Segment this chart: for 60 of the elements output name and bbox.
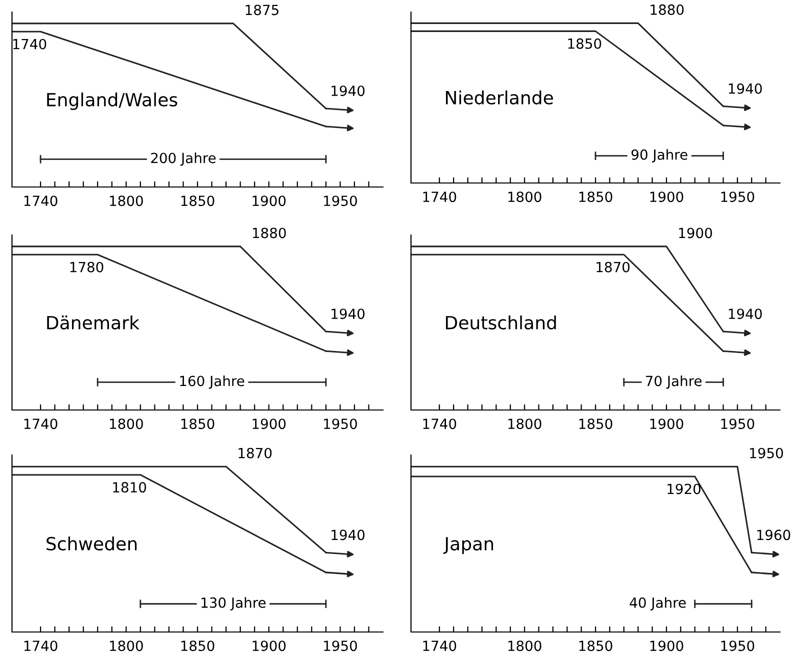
x-tick-label: 1850 bbox=[579, 192, 612, 202]
x-tick-label: 1850 bbox=[181, 640, 214, 652]
annotation: 1920 bbox=[668, 484, 700, 494]
x-tick-label: 1740 bbox=[24, 418, 58, 430]
x-tick-label: 1900 bbox=[650, 192, 684, 202]
x-tick-label: 1800 bbox=[110, 196, 143, 206]
annotation: 200 Jahre bbox=[151, 152, 216, 166]
x-tick-label: 1950 bbox=[324, 640, 357, 652]
x-tick-label: 1950 bbox=[324, 418, 357, 430]
text: England/Wales bbox=[47, 92, 178, 110]
x-tick-label: 1850 bbox=[579, 640, 612, 652]
x-tick-label: 1740 bbox=[423, 418, 456, 430]
x-tick-label: 1900 bbox=[650, 418, 684, 430]
x-tick-label: 1950 bbox=[721, 418, 754, 430]
x-tick-label: 1800 bbox=[508, 192, 542, 202]
annotation: 1940 bbox=[332, 308, 365, 320]
annotation: 1850 bbox=[568, 38, 602, 49]
annotation: 1880 bbox=[650, 4, 684, 15]
annotation: 1940 bbox=[332, 530, 365, 540]
text: Deutschland bbox=[446, 316, 556, 330]
annotation: 1740 bbox=[13, 38, 46, 50]
annotation: 1870 bbox=[238, 448, 272, 458]
x-tick-label: 1950 bbox=[721, 192, 754, 202]
x-tick-label: 1850 bbox=[181, 418, 214, 430]
x-tick-label: 1800 bbox=[508, 640, 542, 652]
x-tick-label: 1900 bbox=[650, 640, 684, 652]
annotation: 90 Jahre bbox=[632, 149, 688, 162]
x-tick-label: 1740 bbox=[24, 196, 58, 206]
annotation: 1940 bbox=[728, 308, 762, 320]
x-tick-label: 1800 bbox=[508, 418, 542, 430]
annotation: 160 Jahre bbox=[180, 375, 244, 389]
annotation: 1780 bbox=[70, 262, 104, 272]
annotation: 40 Jahre bbox=[630, 597, 686, 610]
x-tick-label: 1800 bbox=[110, 418, 143, 430]
annotation: 1880 bbox=[252, 228, 286, 238]
x-tick-label: 1950 bbox=[721, 640, 754, 652]
text: Schweden bbox=[46, 536, 137, 551]
text: Niederlande bbox=[446, 90, 553, 104]
x-tick-label: 1740 bbox=[423, 192, 456, 202]
annotation: 1870 bbox=[596, 262, 630, 272]
x-tick-label: 1800 bbox=[110, 640, 143, 652]
annotation: 1900 bbox=[679, 228, 712, 238]
x-tick-label: 1900 bbox=[252, 418, 286, 430]
text: Dänemark bbox=[47, 316, 140, 330]
x-tick-label: 1740 bbox=[423, 640, 456, 652]
x-tick-label: 1850 bbox=[579, 418, 612, 430]
annotation: 1960 bbox=[757, 530, 790, 540]
annotation: 70 Jahre bbox=[646, 375, 702, 389]
annotation: 1940 bbox=[728, 83, 762, 94]
x-tick-label: 1850 bbox=[181, 196, 214, 206]
annotation: 1875 bbox=[246, 4, 278, 16]
annotation: 1940 bbox=[332, 86, 365, 96]
text: Japan bbox=[443, 537, 494, 554]
annotation: 1810 bbox=[113, 482, 146, 493]
x-tick-label: 1740 bbox=[24, 640, 58, 652]
x-tick-label: 1900 bbox=[252, 640, 286, 652]
annotation: 1950 bbox=[750, 448, 783, 458]
annotation: 130 Jahre bbox=[202, 597, 266, 610]
x-tick-label: 1950 bbox=[324, 196, 357, 206]
x-tick-label: 1900 bbox=[252, 196, 286, 206]
